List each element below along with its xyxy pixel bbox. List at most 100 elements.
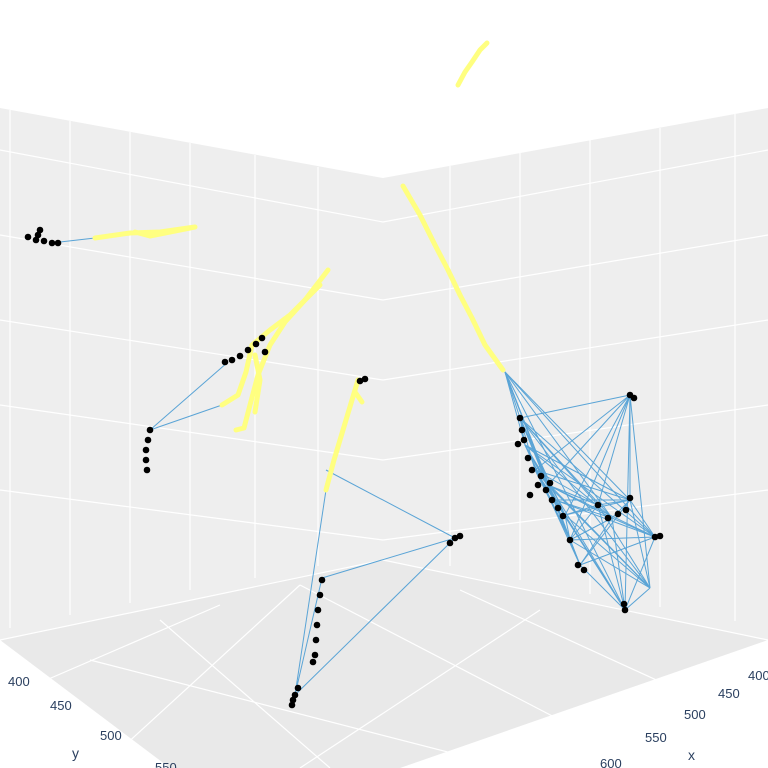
connection-line-72 (569, 539, 651, 589)
skeleton-trace-6 (352, 389, 365, 405)
connection-line-75 (579, 536, 656, 566)
node-marker-11-1 (620, 600, 628, 608)
connection-line-47 (534, 469, 599, 506)
connection-line-15 (504, 371, 656, 538)
node-marker-6-0 (288, 701, 296, 709)
skeleton-trace-3 (219, 282, 323, 408)
node-marker-4-1 (316, 591, 324, 599)
connection-line-67 (564, 514, 651, 589)
connection-line-4 (294, 537, 456, 696)
connection-line-69 (569, 539, 581, 566)
node-marker-6-1 (291, 691, 299, 699)
node-marker-3-1 (356, 377, 364, 385)
grid-floor-7 (299, 609, 541, 768)
y-tick-500: 500 (100, 728, 122, 743)
x-axis-ticks: 400 450 500 550 600 x (600, 668, 768, 768)
y-axis-title: y (72, 745, 79, 761)
node-marker-7-9 (548, 496, 556, 504)
node-marker-10-1 (656, 532, 664, 540)
node-marker-7-13 (574, 561, 582, 569)
connection-line-76 (579, 564, 626, 611)
skeleton-trace-1 (92, 224, 198, 241)
connection-line-77 (579, 517, 613, 566)
connection-line-87 (611, 517, 626, 611)
node-marker-5-2 (456, 532, 464, 540)
x-tick-600: 600 (600, 756, 622, 768)
grid-horizontal-0 (0, 149, 768, 223)
skeleton-trace-5 (323, 377, 361, 493)
connection-line-73 (569, 517, 613, 541)
grid-horizontal-3 (0, 404, 768, 461)
connection-line-46 (534, 469, 571, 541)
node-marker-7-11 (559, 512, 567, 520)
node-marker-7-2 (520, 436, 528, 444)
node-marker-7-1 (518, 426, 526, 434)
x-tick-550: 550 (645, 730, 667, 745)
node-marker-10-0 (651, 533, 659, 541)
grid-floor-3 (299, 584, 561, 721)
y-tick-450: 450 (50, 698, 72, 713)
node-marker-9-3 (622, 506, 630, 514)
node-marker-4-4 (312, 636, 320, 644)
node-marker-2-2 (142, 446, 150, 454)
connection-line-5 (294, 577, 323, 696)
connection-line-81 (629, 499, 656, 538)
node-markers (24, 226, 664, 709)
connection-line-48 (534, 469, 631, 501)
node-marker-1-6 (261, 348, 269, 356)
node-marker-0-5 (36, 226, 44, 234)
connection-lines (59, 237, 656, 696)
node-marker-1-4 (252, 340, 260, 348)
connection-line-16 (504, 371, 626, 611)
grid-horizontal-2 (0, 319, 768, 381)
connection-line-82 (629, 499, 651, 589)
connection-line-41 (524, 444, 656, 538)
connection-line-14 (504, 371, 631, 501)
grid-floor-0 (0, 559, 384, 641)
skeleton-traces (92, 40, 506, 493)
node-marker-2-3 (142, 456, 150, 464)
node-marker-9-1 (604, 514, 612, 522)
node-marker-7-15 (546, 479, 554, 487)
grid-floor-8 (89, 659, 511, 768)
node-marker-4-5 (311, 651, 319, 659)
node-marker-8-1 (630, 394, 638, 402)
node-marker-5-1 (446, 539, 454, 547)
x-tick-450: 450 (718, 686, 740, 701)
connection-line-3 (321, 537, 456, 579)
connection-line-57 (547, 484, 613, 519)
connection-line-54 (547, 484, 599, 506)
node-marker-11-0 (621, 606, 629, 614)
grid-floor-5 (459, 589, 701, 701)
node-marker-7-16 (537, 472, 545, 480)
node-marker-1-1 (228, 356, 236, 364)
skeleton-trace-4 (252, 352, 263, 415)
node-marker-1-5 (258, 334, 266, 342)
node-marker-7-6 (534, 481, 542, 489)
connection-line-25 (629, 394, 651, 589)
connection-line-35 (519, 417, 613, 519)
node-marker-7-12 (566, 536, 574, 544)
connection-line-71 (569, 536, 656, 541)
skeleton-trace-0 (455, 40, 490, 88)
connection-line-18 (519, 394, 631, 419)
connection-line-1 (149, 404, 223, 431)
node-marker-0-3 (48, 239, 56, 247)
y-axis-ticks: 400 450 500 550 y (8, 674, 177, 768)
pane-left-wall (0, 108, 383, 640)
node-marker-2-1 (144, 436, 152, 444)
connection-line-2 (149, 361, 229, 431)
connection-line-86 (624, 587, 651, 611)
node-marker-7-7 (542, 486, 550, 494)
node-marker-9-4 (626, 494, 634, 502)
node-marker-0-4 (54, 239, 62, 247)
grid-horizontal-1 (0, 234, 768, 301)
x-tick-400: 400 (748, 668, 768, 683)
y-tick-550: 550 (155, 760, 177, 768)
connection-line-84 (624, 536, 656, 611)
node-marker-3-0 (361, 375, 369, 383)
connection-line-7 (325, 469, 456, 539)
node-marker-7-8 (526, 491, 534, 499)
node-marker-4-6 (309, 658, 317, 666)
